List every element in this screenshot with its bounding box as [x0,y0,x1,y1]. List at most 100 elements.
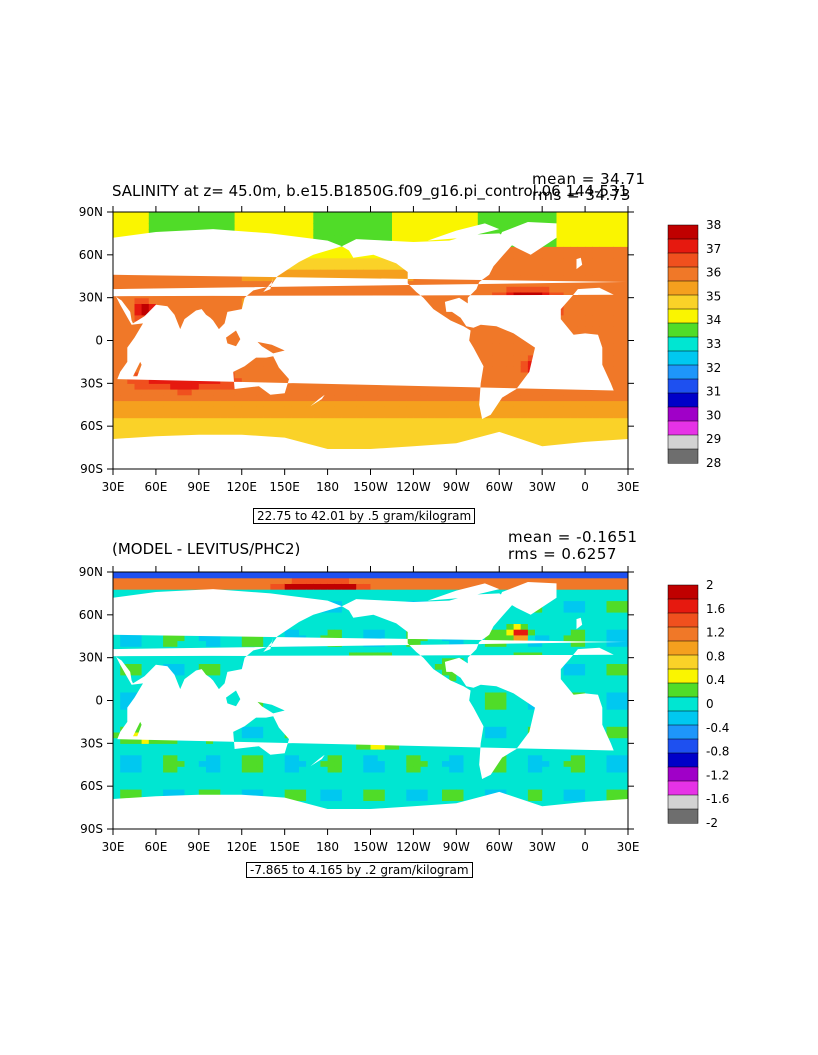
difference-cell [270,771,279,779]
difference-cell [163,709,171,716]
difference-cell [299,737,307,744]
salinity-cell [463,411,472,419]
salinity-cell [549,429,558,436]
difference-cell [349,669,357,676]
salinity-cell [599,417,608,424]
salinity-cell [427,240,436,247]
salinity-cell [320,269,329,276]
salinity-cell [170,320,178,327]
salinity-cell [535,429,543,436]
salinity-cell [470,429,479,436]
difference-cell [213,766,221,773]
difference-cell [320,783,329,790]
difference-cell [134,629,143,636]
difference-cell [420,766,429,773]
difference-cell [313,777,322,784]
salinity-cell [313,354,322,362]
salinity-cell [384,406,393,413]
difference-cell [334,731,343,739]
difference-cell [191,674,200,682]
difference-cell [206,737,214,744]
difference-cell [384,709,393,716]
difference-cell [291,600,300,607]
salinity-cell [549,263,558,270]
difference-cell [284,617,293,624]
salinity-cell [599,411,608,419]
salinity-cell [234,229,243,236]
salinity-cell [527,297,536,304]
salinity-cell [256,371,264,379]
difference-cell [392,697,400,704]
salinity-cell [427,337,436,344]
salinity-cell [399,400,407,407]
salinity-cell [263,234,271,242]
salinity-cell [377,343,386,350]
salinity-cell [463,343,472,350]
difference-cell [392,766,400,773]
salinity-cell [420,394,429,402]
salinity-cell [527,331,536,339]
salinity-cell [191,337,200,344]
difference-cell [406,652,415,659]
salinity-cell [234,440,243,447]
salinity-cell [291,400,300,407]
difference-cell [299,663,307,670]
salinity-cell [592,223,600,230]
difference-cell [256,743,264,750]
salinity-cell [198,423,207,430]
salinity-cell [520,389,529,396]
difference-cell [248,703,257,710]
difference-cell [334,737,343,744]
salinity-cell [177,377,186,384]
difference-cell [184,794,193,801]
salinity-cell [477,354,486,362]
salinity-cell [327,406,336,413]
difference-cell [113,669,121,676]
salinity-cell [392,269,400,276]
salinity-cell [520,366,529,373]
salinity-cell [577,314,586,322]
difference-cell [206,612,214,619]
salinity-cell [141,309,150,316]
difference-cell [427,663,436,670]
salinity-cell [148,366,157,373]
salinity-cell [277,280,286,287]
salinity-cell [113,354,121,362]
salinity-cell [306,280,314,287]
difference-cell [306,703,314,710]
salinity-cell [191,440,200,447]
salinity-cell [284,229,293,236]
difference-cell [170,760,178,767]
salinity-cell [177,446,186,453]
salinity-cell [155,217,164,224]
salinity-cell [384,394,393,402]
salinity-cell [513,326,522,333]
salinity-cell [270,212,279,219]
salinity-cell [399,360,407,367]
salinity-cell [592,240,600,247]
salinity-cell [327,446,336,453]
difference-cell [313,720,322,727]
salinity-cell [427,274,436,282]
salinity-cell [127,246,136,253]
difference-cell [327,663,336,670]
salinity-cell [213,354,221,362]
salinity-cell [163,229,171,236]
difference-cell [277,766,286,773]
salinity-cell [141,343,150,350]
difference-cell [134,600,143,607]
salinity-cell [377,303,386,310]
salinity-cell [277,286,286,293]
salinity-cell [170,269,178,276]
difference-cell [148,703,157,710]
difference-cell [234,606,243,613]
salinity-cell [349,400,357,407]
difference-cell [155,794,164,801]
salinity-cell [356,274,364,282]
salinity-cell [549,280,558,287]
difference-cell [148,594,157,602]
salinity-cell [184,286,193,293]
salinity-cell [270,360,279,367]
salinity-cell [141,349,150,356]
salinity-cell [456,292,465,299]
